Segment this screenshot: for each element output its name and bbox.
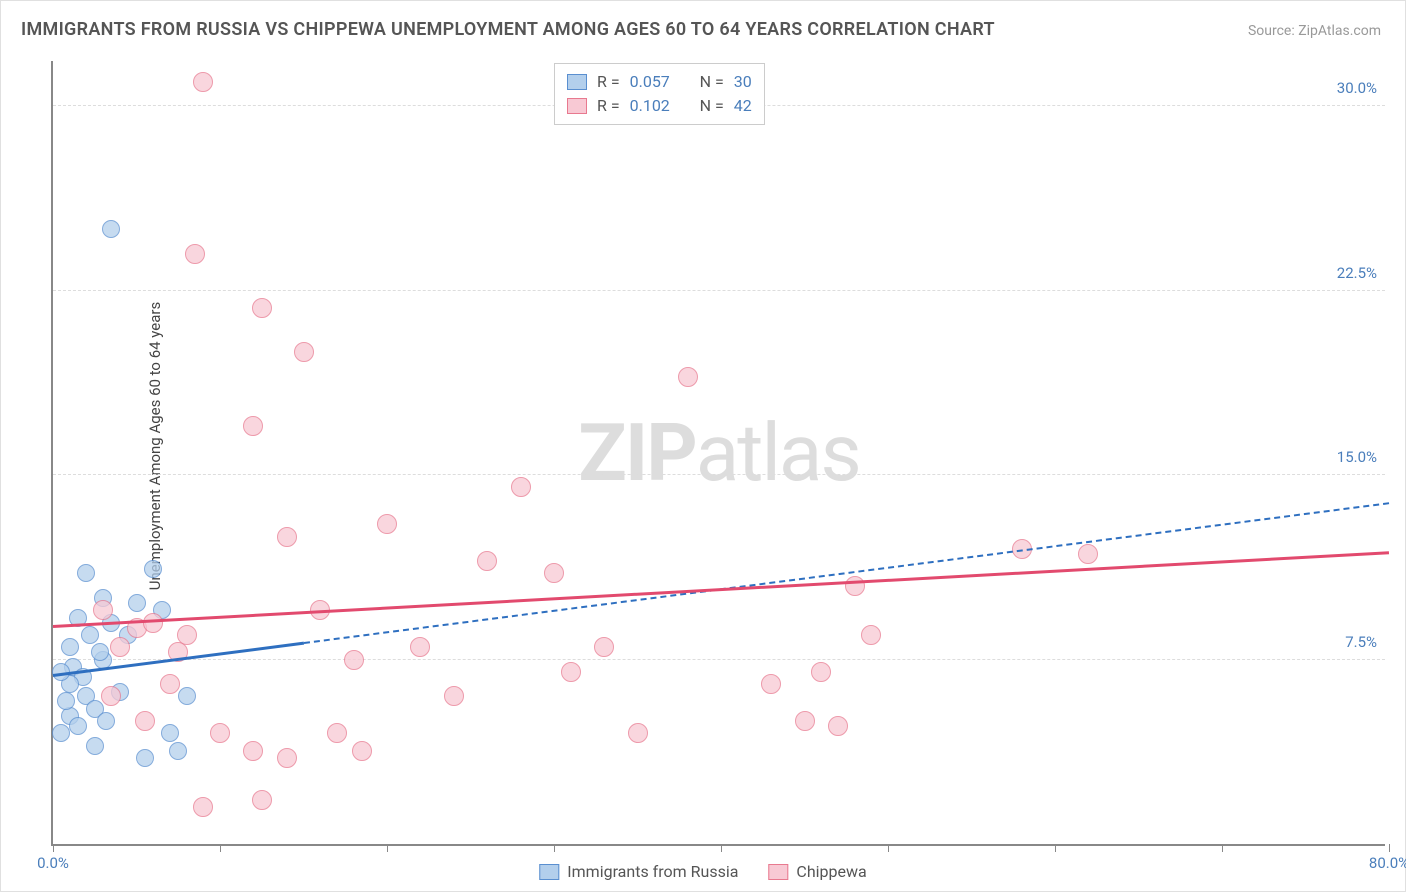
scatter-point — [101, 686, 121, 706]
scatter-point — [678, 367, 698, 387]
scatter-point — [277, 748, 297, 768]
x-tick — [721, 844, 722, 852]
legend-swatch — [567, 74, 587, 90]
scatter-point — [86, 737, 104, 755]
scatter-point — [352, 741, 372, 761]
r-label: R = — [597, 70, 620, 94]
scatter-point — [77, 564, 95, 582]
x-tick — [1055, 844, 1056, 852]
y-tick-label: 15.0% — [1337, 448, 1377, 466]
scatter-point — [252, 790, 272, 810]
legend-bottom: Immigrants from Russia Chippewa — [539, 862, 866, 881]
scatter-point — [277, 527, 297, 547]
scatter-point — [193, 797, 213, 817]
scatter-point — [193, 72, 213, 92]
scatter-point — [628, 723, 648, 743]
watermark: ZIPatlas — [578, 406, 859, 500]
scatter-point — [169, 742, 187, 760]
scatter-point — [252, 298, 272, 318]
scatter-point — [136, 749, 154, 767]
scatter-point — [561, 662, 581, 682]
legend-correlation: R = 0.057 N = 30 R = 0.102 N = 42 — [554, 63, 765, 125]
legend-row: R = 0.057 N = 30 — [567, 70, 752, 94]
n-value: 30 — [734, 70, 752, 94]
x-tick — [888, 844, 889, 852]
scatter-point — [828, 716, 848, 736]
r-value: 0.102 — [630, 94, 690, 118]
scatter-point — [91, 643, 109, 661]
scatter-point — [135, 711, 155, 731]
scatter-point — [210, 723, 230, 743]
plot-area: ZIPatlas 7.5%15.0%22.5%30.0%0.0%80.0%R =… — [51, 61, 1385, 846]
trend-line — [303, 503, 1389, 645]
watermark-rest: atlas — [696, 406, 860, 500]
scatter-point — [861, 625, 881, 645]
legend-swatch-chippewa — [768, 864, 788, 880]
scatter-point — [761, 674, 781, 694]
scatter-point — [327, 723, 347, 743]
scatter-point — [161, 724, 179, 742]
scatter-point — [544, 563, 564, 583]
r-label: R = — [597, 94, 620, 118]
legend-item-russia: Immigrants from Russia — [539, 862, 738, 881]
scatter-point — [243, 741, 263, 761]
scatter-point — [160, 674, 180, 694]
y-tick-label: 30.0% — [1337, 79, 1377, 97]
scatter-point — [344, 650, 364, 670]
y-tick-label: 22.5% — [1337, 264, 1377, 282]
scatter-point — [69, 717, 87, 735]
scatter-point — [178, 687, 196, 705]
legend-label-russia: Immigrants from Russia — [567, 862, 738, 881]
legend-swatch — [567, 98, 587, 114]
scatter-point — [97, 712, 115, 730]
legend-swatch-russia — [539, 864, 559, 880]
scatter-point — [811, 662, 831, 682]
scatter-point — [52, 724, 70, 742]
legend-item-chippewa: Chippewa — [768, 862, 866, 881]
scatter-point — [511, 477, 531, 497]
n-value: 42 — [734, 94, 752, 118]
x-tick — [53, 844, 54, 852]
watermark-bold: ZIP — [578, 406, 696, 500]
grid-line — [53, 290, 1385, 291]
legend-label-chippewa: Chippewa — [796, 862, 866, 881]
x-tick-label: 0.0% — [37, 854, 69, 872]
n-label: N = — [700, 94, 724, 118]
scatter-point — [110, 637, 130, 657]
scatter-point — [377, 514, 397, 534]
scatter-point — [410, 637, 430, 657]
scatter-point — [57, 692, 75, 710]
chart-container: IMMIGRANTS FROM RUSSIA VS CHIPPEWA UNEMP… — [0, 0, 1406, 892]
scatter-point — [477, 551, 497, 571]
x-tick-label: 80.0% — [1369, 854, 1406, 872]
scatter-point — [128, 594, 146, 612]
scatter-point — [185, 244, 205, 264]
scatter-point — [93, 600, 113, 620]
scatter-point — [243, 416, 263, 436]
trend-line — [53, 551, 1389, 628]
scatter-point — [845, 576, 865, 596]
scatter-point — [61, 638, 79, 656]
legend-row: R = 0.102 N = 42 — [567, 94, 752, 118]
r-value: 0.057 — [630, 70, 690, 94]
x-tick — [387, 844, 388, 852]
scatter-point — [294, 342, 314, 362]
n-label: N = — [700, 70, 724, 94]
x-tick — [220, 844, 221, 852]
x-tick — [1222, 844, 1223, 852]
scatter-point — [594, 637, 614, 657]
scatter-point — [1078, 544, 1098, 564]
x-tick — [1389, 844, 1390, 852]
scatter-point — [81, 626, 99, 644]
grid-line — [53, 474, 1385, 475]
scatter-point — [102, 220, 120, 238]
scatter-point — [795, 711, 815, 731]
scatter-point — [444, 686, 464, 706]
chart-title: IMMIGRANTS FROM RUSSIA VS CHIPPEWA UNEMP… — [21, 19, 995, 40]
y-tick-label: 7.5% — [1345, 633, 1377, 651]
scatter-point — [144, 560, 162, 578]
grid-line — [53, 659, 1385, 660]
x-tick — [554, 844, 555, 852]
source-attribution: Source: ZipAtlas.com — [1248, 23, 1381, 39]
